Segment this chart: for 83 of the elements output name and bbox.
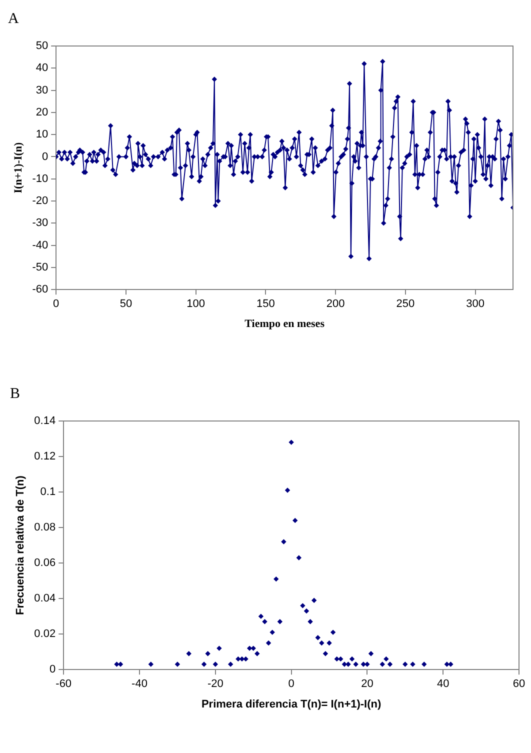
point (186, 651, 192, 656)
point (422, 662, 427, 667)
x-tick-label: -60 (56, 678, 72, 690)
point (205, 651, 210, 656)
y-axis-title: I(n+1)-I(n) (12, 142, 24, 194)
point (212, 662, 218, 667)
y-tick-label: 0.06 (34, 557, 56, 570)
point (243, 656, 248, 662)
point (277, 619, 283, 624)
point (296, 555, 302, 560)
point (304, 608, 310, 614)
chart-title: A (8, 10, 19, 27)
x-tick-label: 100 (186, 298, 206, 310)
point (216, 646, 222, 651)
point (114, 662, 120, 667)
y-tick-label: -30 (32, 217, 48, 230)
point (262, 619, 268, 624)
point (326, 640, 332, 646)
point (274, 576, 279, 582)
point (346, 662, 351, 667)
point (311, 598, 317, 603)
y-tick-label: 0 (42, 150, 48, 163)
point (364, 662, 370, 667)
y-tick-label: 0.1 (40, 486, 56, 498)
y-tick-label: 0.08 (34, 522, 56, 534)
point (254, 651, 260, 656)
point (319, 640, 324, 646)
x-axis-title: Tiempo en meses (244, 318, 326, 330)
point (368, 651, 374, 656)
y-tick-label: 0.02 (34, 628, 56, 640)
point (288, 440, 294, 445)
y-tick-label: -60 (32, 284, 48, 296)
x-tick-label: -40 (132, 678, 148, 690)
point (448, 662, 454, 667)
point (201, 662, 207, 667)
x-tick-label: 20 (361, 678, 374, 690)
point (387, 662, 393, 667)
point (281, 539, 286, 544)
x-axis-title: Primera diferencia T(n)= I(n+1)-I(n) (201, 698, 382, 710)
point (292, 518, 298, 524)
x-tick-label: 250 (396, 298, 415, 310)
point (353, 662, 358, 667)
point (349, 656, 355, 662)
x-tick-label: 0 (288, 678, 294, 690)
x-tick-label: 300 (466, 298, 484, 310)
point (300, 603, 306, 608)
y-tick-label: 0.14 (34, 415, 56, 428)
point (384, 656, 389, 662)
y-tick-label: 0.04 (34, 592, 56, 605)
x-tick-label: 40 (436, 678, 450, 690)
point (330, 630, 336, 635)
x-tick-label: 60 (512, 678, 526, 690)
y-tick-label: -10 (32, 172, 48, 185)
point (338, 656, 344, 662)
point (380, 662, 385, 667)
point (228, 662, 234, 667)
y-tick-label: 20 (36, 106, 48, 118)
point (174, 662, 180, 667)
y-tick-label: 40 (36, 62, 48, 74)
point (284, 488, 290, 493)
x-tick-label: 150 (256, 298, 275, 310)
x-tick-label: 200 (326, 298, 345, 310)
point (322, 651, 328, 656)
y-tick-label: 10 (36, 128, 48, 141)
point (315, 635, 320, 640)
point (258, 614, 264, 619)
y-tick-label: -40 (32, 239, 48, 252)
x-tick-label: 50 (120, 298, 132, 310)
x-tick-label: -20 (207, 678, 224, 690)
point (270, 630, 275, 635)
y-tick-label: -50 (32, 261, 48, 274)
y-axis-title: Frecuencia relativa de T(n) (14, 475, 27, 615)
y-tick-label: -20 (32, 195, 48, 208)
point (308, 619, 313, 624)
y-tick-label: 0.12 (34, 450, 56, 463)
point (402, 662, 408, 667)
chart-title: B (10, 386, 20, 402)
point (266, 640, 272, 646)
point (148, 662, 154, 667)
point (410, 662, 416, 667)
y-tick-label: 0 (49, 664, 56, 676)
y-tick-label: 50 (36, 40, 48, 52)
y-tick-label: 30 (36, 84, 48, 96)
